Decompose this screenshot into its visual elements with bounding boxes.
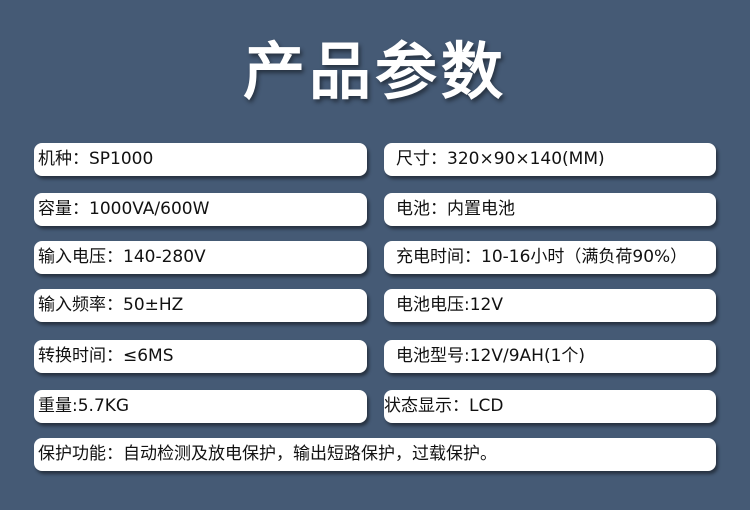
spec-protection: 保护功能：自动检测及放电保护，输出短路保护，过载保护。 [34, 438, 716, 471]
spec-input-frequency: 输入频率：50±HZ [34, 289, 367, 322]
page-title: 产品参数 [242, 35, 507, 108]
spec-battery-voltage: 电池电压:12V [384, 289, 716, 322]
spec-battery-model: 电池型号:12V/9AH(1个) [384, 340, 716, 373]
spec-input-voltage: 输入电压：140-280V [34, 241, 367, 274]
spec-display: 状态显示：LCD [384, 390, 716, 423]
spec-weight: 重量:5.7KG [34, 390, 367, 423]
spec-model: 机种：SP1000 [34, 143, 367, 176]
spec-capacity: 容量：1000VA/600W [34, 193, 367, 226]
spec-battery: 电池：内置电池 [384, 193, 716, 226]
spec-dimensions: 尺寸：320×90×140(MM) [384, 143, 716, 176]
spec-transfer-time: 转换时间：≤6MS [34, 340, 367, 373]
spec-charge-time: 充电时间：10-16小时（满负荷90%） [384, 241, 716, 274]
